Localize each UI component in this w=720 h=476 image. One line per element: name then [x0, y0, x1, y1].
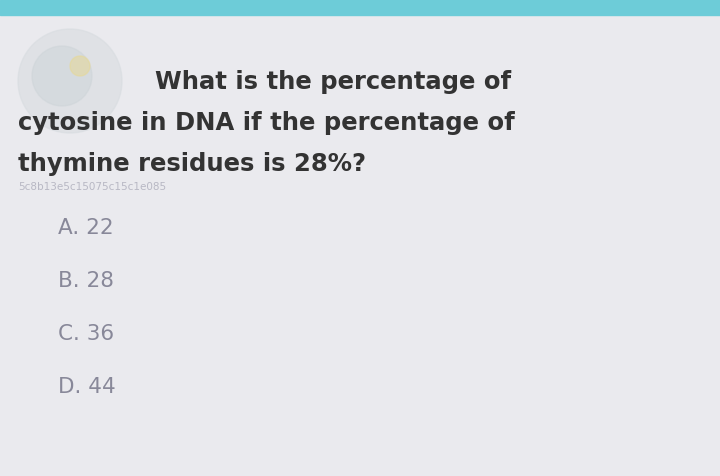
- Text: D. 44: D. 44: [58, 377, 116, 397]
- Circle shape: [18, 29, 122, 133]
- Circle shape: [70, 56, 90, 76]
- Bar: [0, 0, 720, 15]
- Circle shape: [32, 46, 92, 106]
- Text: What is the percentage of: What is the percentage of: [155, 70, 511, 94]
- Text: 5c8b13e5c15075c15c1e085: 5c8b13e5c15075c15c1e085: [18, 182, 166, 192]
- Text: A. 22: A. 22: [58, 218, 114, 238]
- Text: B. 28: B. 28: [58, 271, 114, 291]
- Text: cytosine in DNA if the percentage of: cytosine in DNA if the percentage of: [18, 111, 515, 135]
- Text: thymine residues is 28%?: thymine residues is 28%?: [18, 152, 366, 176]
- Text: C. 36: C. 36: [58, 324, 114, 344]
